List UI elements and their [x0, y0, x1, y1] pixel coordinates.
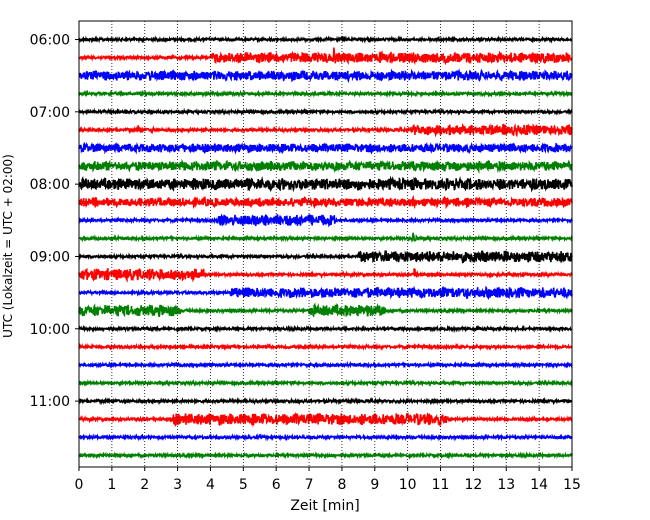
trace-row-0730 [78, 141, 573, 155]
trace-row-0715 [78, 122, 573, 138]
x-tick-label: 3 [173, 477, 182, 493]
trace-row-0945 [78, 302, 573, 318]
x-tick-label: 12 [464, 477, 482, 493]
trace-row-0915 [78, 267, 573, 283]
x-tick-label: 10 [399, 477, 417, 493]
grid-lines [111, 21, 540, 467]
trace-row-0930 [78, 285, 573, 301]
x-tick-label: 1 [107, 477, 116, 493]
trace-row-0645 [78, 89, 573, 99]
plot-frame [78, 20, 573, 468]
trace-row-1015 [78, 342, 573, 352]
trace-row-0845 [78, 232, 573, 243]
trace-row-0800 [78, 175, 573, 193]
trace-row-0745 [78, 158, 573, 174]
x-tick-label: 2 [140, 477, 149, 493]
trace-row-1030 [78, 360, 573, 370]
y-tick-label: 07:00 [30, 105, 70, 121]
x-tick-label: 0 [75, 477, 84, 493]
x-tick-label: 9 [370, 477, 379, 493]
y-tick-label: 10:00 [30, 322, 70, 338]
trace-row-0630 [78, 68, 573, 84]
trace-row-1045 [78, 378, 573, 388]
y-tick-label: 06:00 [30, 33, 70, 49]
x-tick-label: 14 [530, 477, 548, 493]
trace-row-0815 [78, 194, 573, 210]
y-tick-label: 11:00 [30, 394, 70, 410]
trace-row-1100 [78, 396, 573, 406]
trace-row-0600 [78, 35, 573, 44]
trace-row-1130 [78, 433, 573, 442]
y-tick-label: 09:00 [30, 249, 70, 265]
x-tick-label: 8 [337, 477, 346, 493]
y-axis: 06:00 07:00 08:00 09:00 10:00 11:00 [30, 33, 79, 410]
x-tick-label: 13 [497, 477, 515, 493]
x-tick-label: 7 [305, 477, 314, 493]
y-axis-label: UTC (Lokalzeit = UTC + 02:00) [1, 154, 15, 338]
trace-row-0900 [78, 250, 573, 264]
x-tick-label: 4 [206, 477, 215, 493]
x-axis: 0 1 2 3 4 5 6 7 8 9 10 11 12 13 14 15 [75, 467, 581, 493]
trace-group [78, 35, 573, 460]
trace-row-1145 [78, 451, 573, 460]
x-tick-label: 15 [563, 477, 581, 493]
y-tick-label: 08:00 [30, 177, 70, 193]
trace-row-0700 [78, 107, 573, 116]
trace-row-1115 [78, 411, 573, 428]
trace-row-0615 [78, 47, 573, 66]
x-tick-label: 5 [239, 477, 248, 493]
x-axis-label: Zeit [min] [290, 498, 359, 514]
trace-row-1000 [78, 324, 573, 334]
x-tick-label: 11 [432, 477, 450, 493]
x-tick-label: 6 [272, 477, 281, 493]
trace-row-0830 [78, 213, 573, 228]
